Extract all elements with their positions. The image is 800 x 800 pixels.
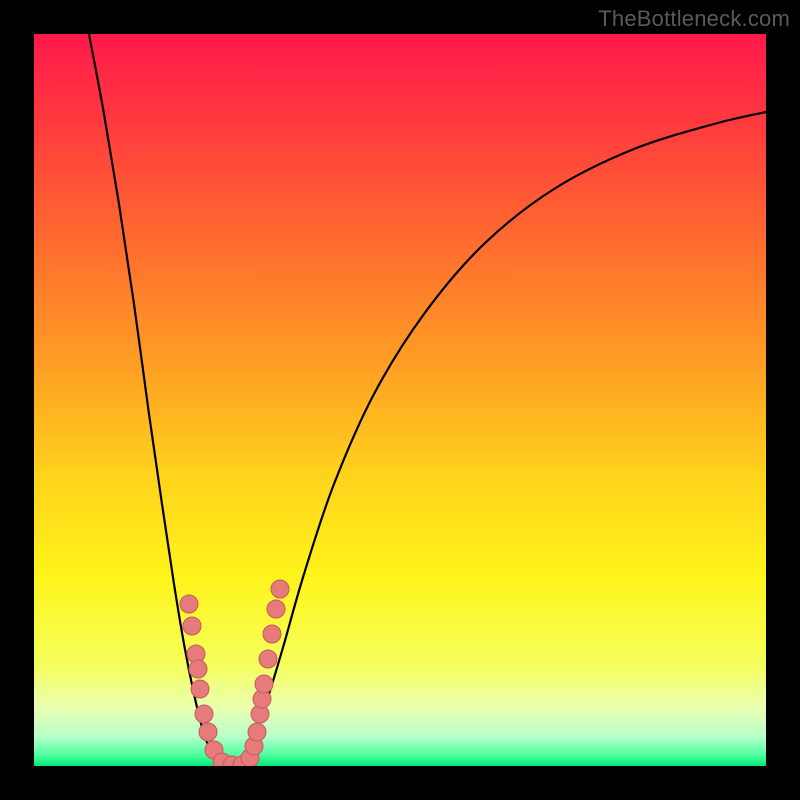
marker-point — [180, 595, 198, 613]
marker-point — [267, 600, 285, 618]
marker-point — [191, 680, 209, 698]
marker-point — [195, 705, 213, 723]
marker-point — [259, 650, 277, 668]
plot-area — [34, 34, 766, 766]
marker-point — [189, 660, 207, 678]
gradient-background — [34, 34, 766, 766]
chart-frame: TheBottleneck.com — [0, 0, 800, 800]
chart-svg — [34, 34, 766, 766]
marker-point — [183, 617, 201, 635]
watermark-text: TheBottleneck.com — [598, 6, 790, 32]
marker-point — [199, 723, 217, 741]
marker-point — [271, 580, 289, 598]
marker-point — [248, 723, 266, 741]
marker-point — [263, 625, 281, 643]
marker-point — [255, 675, 273, 693]
